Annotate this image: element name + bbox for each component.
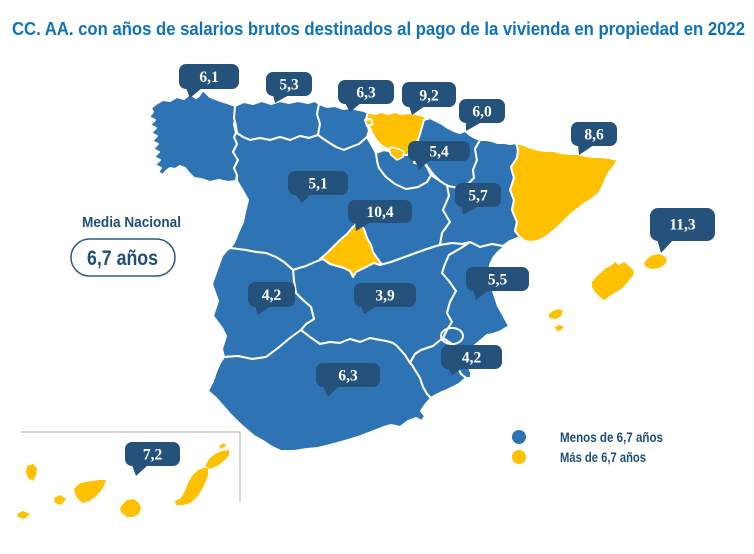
svg-text:11,3: 11,3: [669, 217, 696, 234]
svg-text:4,2: 4,2: [462, 349, 482, 366]
svg-text:5,1: 5,1: [308, 175, 327, 192]
svg-text:5,5: 5,5: [488, 271, 508, 288]
svg-text:6,3: 6,3: [356, 84, 376, 101]
svg-text:5,3: 5,3: [279, 76, 299, 93]
svg-text:Menos de 6,7 años: Menos de 6,7 años: [560, 430, 663, 445]
svg-text:9,2: 9,2: [419, 87, 439, 104]
svg-text:4,2: 4,2: [262, 287, 282, 304]
svg-text:8,6: 8,6: [584, 126, 604, 143]
svg-text:3,9: 3,9: [375, 287, 395, 304]
svg-text:5,7: 5,7: [468, 187, 488, 204]
svg-text:6,3: 6,3: [338, 367, 358, 384]
svg-text:CC. AA. con años de salarios b: CC. AA. con años de salarios brutos dest…: [12, 19, 745, 39]
svg-text:6,1: 6,1: [199, 69, 218, 86]
svg-text:Media Nacional: Media Nacional: [82, 215, 181, 231]
svg-text:6,0: 6,0: [472, 103, 492, 120]
svg-text:10,4: 10,4: [366, 204, 393, 221]
svg-text:6,7 años: 6,7 años: [87, 247, 158, 270]
svg-text:5,4: 5,4: [429, 143, 449, 160]
svg-text:7,2: 7,2: [143, 446, 163, 463]
svg-text:Más de 6,7 años: Más de 6,7 años: [560, 450, 646, 465]
